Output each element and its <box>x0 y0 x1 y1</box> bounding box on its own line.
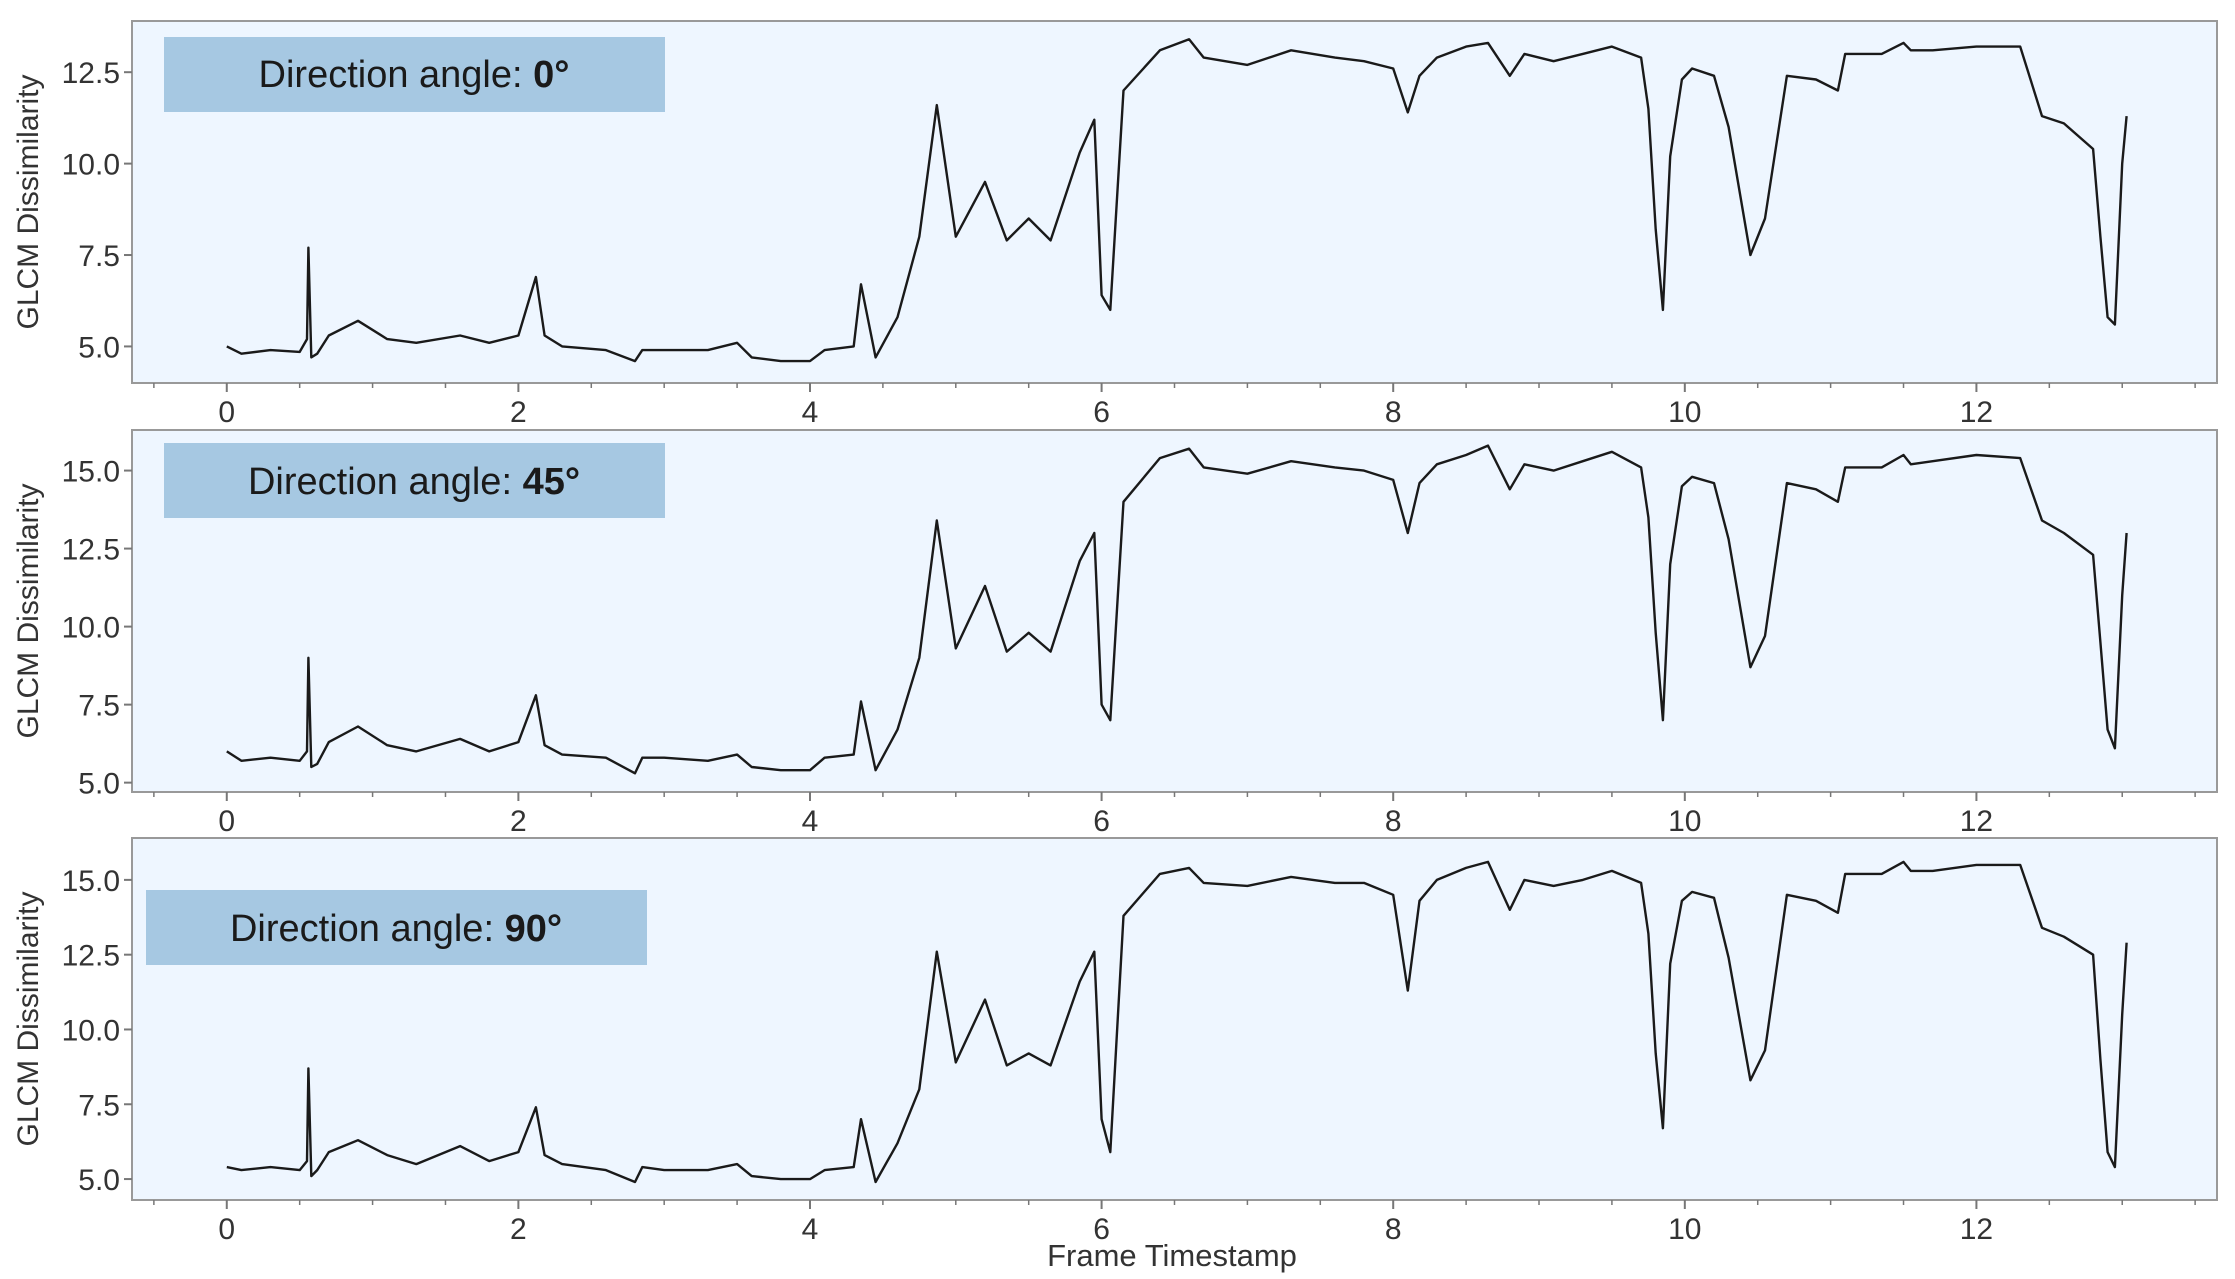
x-tick-label: 0 <box>218 805 235 838</box>
x-tick-label: 0 <box>218 396 235 429</box>
x-tick-label: 0 <box>218 1213 235 1246</box>
direction-label-value-90deg: 90° <box>505 908 562 950</box>
y-tick-label: 10.0 <box>62 149 120 182</box>
direction-label-prefix-90deg: Direction angle: <box>230 908 505 950</box>
x-tick-label: 6 <box>1093 396 1110 429</box>
panel-0deg: 5.0 7.5 10.0 12.5 0 2 4 6 8 10 12 GLCM Dissimilar… <box>12 20 2218 429</box>
y-axis-label-45deg: GLCM Dissimilarity <box>12 484 45 739</box>
direction-label-value-0deg: 0° <box>533 54 569 96</box>
panel-90deg: 5.0 7.5 10.0 12.5 15.0 0 2 4 6 8 10 12 GLCM Dissim… <box>12 837 2218 1246</box>
x-ticks-0deg: 0 2 4 6 8 10 12 <box>153 383 2196 429</box>
x-tick-label: 12 <box>1960 1213 1993 1246</box>
y-tick-label: 7.5 <box>78 690 120 723</box>
series-line-90deg <box>226 860 2128 1184</box>
x-tick-label: 10 <box>1668 805 1701 838</box>
x-tick-label: 6 <box>1093 1213 1110 1246</box>
x-tick-label: 4 <box>802 805 819 838</box>
x-tick-label: 6 <box>1093 805 1110 838</box>
y-tick-label: 5.0 <box>78 331 120 364</box>
x-tick-label: 2 <box>510 396 527 429</box>
x-tick-label: 2 <box>510 1213 527 1246</box>
x-tick-label: 12 <box>1960 396 1993 429</box>
direction-label-value-45deg: 45° <box>523 461 580 503</box>
x-tick-label: 8 <box>1385 1213 1402 1246</box>
x-tick-label: 8 <box>1385 396 1402 429</box>
direction-label-box-45deg <box>164 443 665 518</box>
y-tick-label: 7.5 <box>78 240 120 273</box>
direction-label-prefix-45deg: Direction angle: <box>248 461 523 503</box>
y-axis-label-0deg: GLCM Dissimilarity <box>12 75 45 330</box>
direction-label-prefix-0deg: Direction angle: <box>259 54 534 96</box>
x-tick-label: 10 <box>1668 1213 1701 1246</box>
plot-area-45deg <box>131 429 2218 793</box>
direction-label-90deg: Direction angle: 90° <box>230 908 562 950</box>
direction-label-0deg: Direction angle: 0° <box>259 54 570 96</box>
y-tick-label: 5.0 <box>78 1164 120 1197</box>
x-tick-label: 2 <box>510 805 527 838</box>
x-ticks-90deg: 0 2 4 6 8 10 12 <box>153 1200 2196 1246</box>
x-tick-label: 8 <box>1385 805 1402 838</box>
y-axis-label-90deg: GLCM Dissimilarity <box>12 892 45 1147</box>
direction-label-box-90deg <box>146 890 647 965</box>
y-tick-label: 10.0 <box>62 1014 120 1047</box>
x-tick-label: 4 <box>802 396 819 429</box>
x-axis-label: Frame Timestamp <box>1047 1238 1297 1273</box>
y-tick-label: 15.0 <box>62 865 120 898</box>
x-tick-label: 4 <box>802 1213 819 1246</box>
y-tick-label: 12.5 <box>62 534 120 567</box>
y-tick-label: 15.0 <box>62 456 120 489</box>
x-tick-label: 10 <box>1668 396 1701 429</box>
direction-label-45deg: Direction angle: 45° <box>248 461 580 503</box>
y-tick-label: 7.5 <box>78 1089 120 1122</box>
x-tick-label: 12 <box>1960 805 1993 838</box>
series-line-45deg <box>226 444 2128 775</box>
y-tick-label: 10.0 <box>62 612 120 645</box>
y-tick-label: 12.5 <box>62 940 120 973</box>
direction-label-box-0deg <box>164 37 665 112</box>
y-tick-label: 12.5 <box>62 57 120 90</box>
series-line-0deg <box>226 38 2128 363</box>
x-ticks-45deg: 0 2 4 6 8 10 12 <box>153 792 2196 838</box>
y-tick-label: 5.0 <box>78 768 120 801</box>
y-ticks-90deg: 5.0 7.5 10.0 12.5 15.0 <box>62 865 132 1197</box>
y-ticks-0deg: 5.0 7.5 10.0 12.5 <box>62 57 132 364</box>
y-ticks-45deg: 5.0 7.5 10.0 12.5 15.0 <box>62 456 132 801</box>
panel-45deg: 5.0 7.5 10.0 12.5 15.0 0 2 4 6 8 10 12 GLCM Dissim… <box>12 429 2218 838</box>
